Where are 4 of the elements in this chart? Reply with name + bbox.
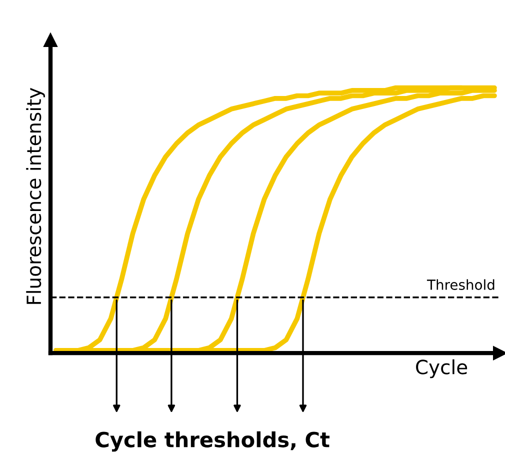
x-axis-title: Cycle	[416, 359, 468, 378]
y-axis-title: Fluorescence intensity	[26, 88, 45, 304]
ref-line-label: Threshold	[426, 279, 494, 290]
text: Cycle thresholds, Ct	[96, 431, 330, 452]
